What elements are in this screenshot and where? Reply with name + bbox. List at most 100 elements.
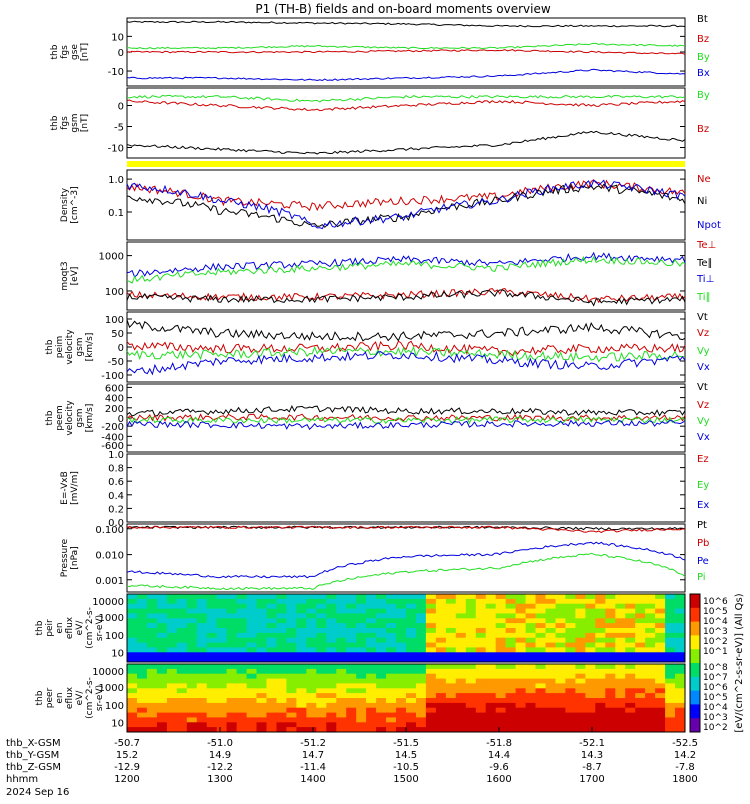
ephemeris-value: -52.1 xyxy=(579,738,605,749)
spectrogram-cell-peer_eflux xyxy=(565,727,576,733)
spectrogram-cell-peer_eflux xyxy=(475,727,487,733)
spectrogram-cell-peir_eflux xyxy=(455,623,467,629)
spectrogram-cell-peir_eflux xyxy=(455,628,467,634)
spectrogram-cell-peer_eflux xyxy=(256,693,267,699)
spectrogram-cell-peer_eflux xyxy=(465,727,477,733)
spectrogram-cell-peer_eflux xyxy=(276,717,287,723)
spectrogram-cell-peir_eflux xyxy=(635,608,646,614)
spectrogram-cell-peer_eflux xyxy=(465,673,477,680)
spectrogram-cell-peer_eflux xyxy=(306,668,317,675)
spectrogram-cell-peir_eflux xyxy=(505,632,517,639)
spectrogram-cell-peir_eflux xyxy=(137,623,148,629)
spectrogram-cell-peir_eflux xyxy=(396,594,407,600)
spectrogram-cell-peir_eflux xyxy=(336,628,347,634)
spectrogram-cell-peir_eflux xyxy=(306,608,317,614)
spectrogram-cell-peer_eflux xyxy=(675,717,686,723)
spectrogram-cell-peer_eflux xyxy=(665,727,676,733)
spectrogram-cell-peir_eflux xyxy=(156,608,168,614)
spectrogram-cell-peer_eflux xyxy=(196,698,208,704)
spectrogram-cell-peer_eflux xyxy=(266,727,277,733)
spectrogram-cell-peer_eflux xyxy=(406,707,417,714)
spectrogram-cell-peer_eflux xyxy=(435,717,447,723)
spectrogram-cell-peer_eflux xyxy=(465,712,477,718)
spectrogram-cell-peer_eflux xyxy=(665,664,676,670)
spectrogram-cell-peir_eflux xyxy=(535,623,546,629)
ephemeris-label: thb_Z-GSM xyxy=(6,762,61,773)
spectrogram-cell-peer_eflux xyxy=(665,707,676,714)
spectrogram-cell-peer_eflux xyxy=(515,702,527,709)
spectrogram-cell-peir_eflux xyxy=(435,608,447,614)
spectrogram-cell-peir_eflux xyxy=(236,642,248,648)
spectrogram-cell-peer_eflux xyxy=(416,664,427,670)
spectrogram-cell-peir_eflux xyxy=(485,657,497,663)
spectrogram-cell-peir_eflux xyxy=(336,642,347,648)
spectrogram-cell-peer_eflux xyxy=(286,664,297,670)
spectrogram-cell-peir_eflux xyxy=(286,618,297,624)
spectrogram-cell-peer_eflux xyxy=(455,668,467,675)
series-line-peem_velocity-1 xyxy=(126,413,686,422)
ephemeris-value: 1200 xyxy=(114,774,139,785)
series-line-peim_velocity-3 xyxy=(126,350,686,376)
ephemeris-value: -11.4 xyxy=(300,762,326,773)
spectrogram-cell-peer_eflux xyxy=(515,712,527,718)
spectrogram-cell-peir_eflux xyxy=(475,594,487,600)
spectrogram-cell-peer_eflux xyxy=(565,673,576,680)
spectrogram-cell-peer_eflux xyxy=(366,678,377,684)
spectrogram-cell-peir_eflux xyxy=(127,618,138,624)
spectrogram-cell-peir_eflux xyxy=(266,603,277,610)
spectrogram-cell-peir_eflux xyxy=(316,647,327,653)
spectrogram-cell-peer_eflux xyxy=(505,693,517,699)
spectrogram-cell-peir_eflux xyxy=(655,647,666,653)
spectrogram-cell-peer_eflux xyxy=(296,664,307,670)
y-tick-label-fgs_gsm: -10 xyxy=(108,144,124,155)
legend-peem_velocity-0: Vt xyxy=(697,382,708,393)
spectrogram-cell-peer_eflux xyxy=(326,668,337,675)
spectrogram-cell-peir_eflux xyxy=(137,608,148,614)
spectrogram-cell-peir_eflux xyxy=(465,594,477,600)
spectrogram-cell-peer_eflux xyxy=(236,722,248,728)
spectrogram-cell-peer_eflux xyxy=(246,717,258,723)
spectrogram-cell-peir_eflux xyxy=(356,598,367,605)
spectrogram-cell-peir_eflux xyxy=(196,613,208,619)
spectrogram-cell-peer_eflux xyxy=(485,722,497,728)
spectrogram-cell-peer_eflux xyxy=(326,673,337,680)
spectrogram-cell-peer_eflux xyxy=(276,707,287,714)
spectrogram-cell-peer_eflux xyxy=(316,693,327,699)
spectrogram-cell-peer_eflux xyxy=(186,707,198,714)
colorbar-cell xyxy=(690,701,700,705)
spectrogram-cell-peer_eflux xyxy=(495,712,507,718)
spectrogram-cell-peer_eflux xyxy=(296,693,307,699)
spectrogram-cell-peer_eflux xyxy=(445,664,457,670)
spectrogram-cell-peir_eflux xyxy=(146,608,158,614)
spectrogram-cell-peer_eflux xyxy=(256,707,267,714)
spectrogram-cell-peir_eflux xyxy=(545,623,556,629)
spectrogram-cell-peer_eflux xyxy=(256,688,267,694)
spectrogram-cell-peer_eflux xyxy=(196,673,208,680)
spectrogram-cell-peer_eflux xyxy=(226,673,238,680)
spectrogram-cell-peir_eflux xyxy=(186,628,198,634)
legend-density-1: Ni xyxy=(697,196,707,207)
spectrogram-cell-peir_eflux xyxy=(196,608,208,614)
spectrogram-cell-peer_eflux xyxy=(296,673,307,680)
spectrogram-cell-peir_eflux xyxy=(286,637,297,644)
spectrogram-cell-peer_eflux xyxy=(286,668,297,675)
spectrogram-cell-peer_eflux xyxy=(366,683,377,689)
spectrogram-cell-peir_eflux xyxy=(505,637,517,644)
spectrogram-cell-peer_eflux xyxy=(605,717,616,723)
spectrogram-cell-peer_eflux xyxy=(236,664,248,670)
spectrogram-cell-peer_eflux xyxy=(445,702,457,709)
y-axis-label-peem_velocity: gsm xyxy=(75,408,85,427)
spectrogram-cell-peer_eflux xyxy=(296,722,307,728)
spectrogram-cell-peer_eflux xyxy=(336,712,347,718)
spectrogram-cell-peir_eflux xyxy=(445,632,457,639)
spectrogram-cell-peir_eflux xyxy=(256,657,267,663)
spectrogram-cell-peir_eflux xyxy=(236,603,248,610)
spectrogram-cell-peir_eflux xyxy=(625,647,636,653)
spectrogram-cell-peir_eflux xyxy=(316,618,327,624)
spectrogram-cell-peir_eflux xyxy=(376,598,387,605)
spectrogram-cell-peir_eflux xyxy=(565,594,576,600)
spectrogram-cell-peir_eflux xyxy=(545,647,556,653)
ephemeris-value: 14.3 xyxy=(581,750,603,761)
spectrogram-cell-peer_eflux xyxy=(595,698,606,704)
spectrogram-cell-peir_eflux xyxy=(156,652,168,658)
